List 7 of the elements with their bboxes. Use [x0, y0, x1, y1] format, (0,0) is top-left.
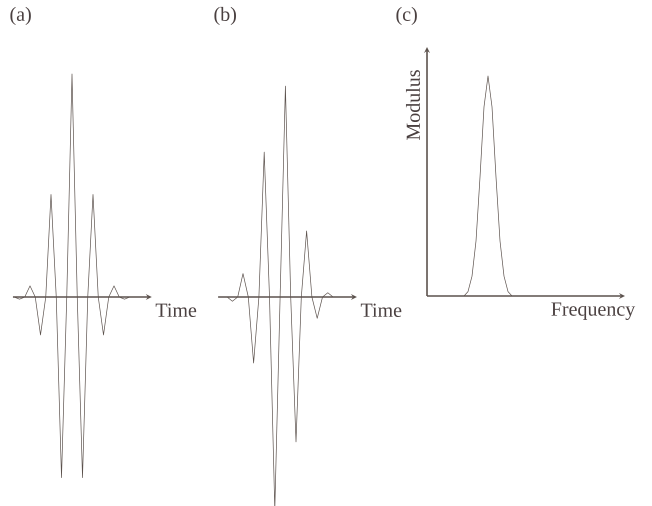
x-axis-title: Time — [360, 304, 402, 317]
chart-title: (a) — [10, 6, 31, 26]
x-axis-title: Time — [156, 304, 196, 317]
y-axis-title: Modulus — [406, 70, 420, 140]
x-axis-title: Frequency — [551, 302, 636, 320]
chart-title: (c) — [396, 6, 417, 26]
chart-title: (b) — [214, 6, 236, 26]
